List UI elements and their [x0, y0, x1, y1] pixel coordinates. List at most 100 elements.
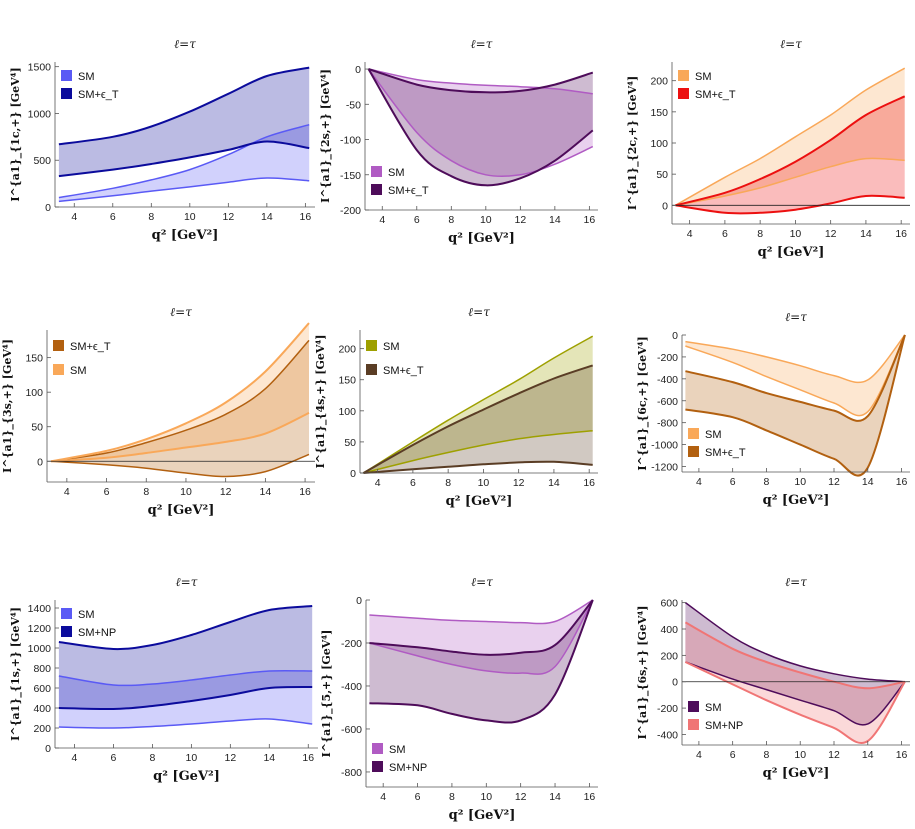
- chart-title: ℓ=τ: [176, 575, 198, 589]
- x-tick-label: 14: [261, 211, 273, 223]
- curve-upper: [684, 621, 906, 690]
- y-tick-label: 0: [356, 595, 362, 607]
- x-tick-label: 8: [448, 214, 454, 226]
- legend-label: SM+ϵ_T: [388, 185, 429, 197]
- x-tick-label: 8: [143, 486, 149, 498]
- y-tick-label: -200: [341, 638, 362, 650]
- band-sm-t: [368, 69, 593, 186]
- y-tick-label: -800: [657, 418, 678, 430]
- x-axis-label: q² [GeV²]: [758, 245, 825, 260]
- x-tick-label: 16: [299, 486, 311, 498]
- x-tick-label: 4: [380, 791, 386, 803]
- y-tick-label: -400: [341, 681, 362, 693]
- x-tick-label: 12: [220, 486, 232, 498]
- chart-panel-9: ℓ=τ 4 6 8 10 12 14 16 600 400 200 0 -200 -400 q² [GeV²…: [636, 575, 910, 781]
- curve-lower: [363, 429, 593, 474]
- curve-upper: [368, 68, 593, 95]
- y-tick-label: -600: [657, 396, 678, 408]
- x-tick-label: 10: [480, 214, 492, 226]
- chart-title: ℓ=τ: [471, 37, 493, 51]
- legend-label: SM+NP: [389, 762, 427, 774]
- curve-lower: [685, 334, 906, 417]
- legend-swatch: [688, 701, 699, 712]
- chart-title: ℓ=τ: [785, 310, 807, 324]
- legend-label: SM: [78, 609, 95, 621]
- legend-swatch: [366, 364, 377, 375]
- chart-title: ℓ=τ: [170, 305, 192, 319]
- curve-upper: [675, 67, 906, 206]
- x-tick-label: 16: [584, 791, 596, 803]
- legend-label: SM+ϵ_T: [78, 89, 119, 101]
- x-tick-label: 12: [224, 752, 236, 764]
- x-tick-label: 6: [410, 477, 416, 489]
- legend-swatch: [678, 70, 689, 81]
- legend-label: SM+ϵ_T: [705, 447, 746, 459]
- y-axis-label: I^{a1}_{6s,+} [GeV⁴]: [636, 606, 650, 740]
- y-tick-label: -600: [341, 724, 362, 736]
- x-tick-label: 14: [260, 486, 272, 498]
- band-sm: [363, 336, 593, 473]
- legend-swatch: [61, 626, 72, 637]
- x-axis-label: q² [GeV²]: [152, 228, 219, 243]
- y-tick-label: 150: [338, 375, 356, 387]
- y-tick-label: 200: [660, 650, 678, 662]
- band-sm: [369, 600, 593, 675]
- legend-label: SM: [695, 71, 712, 83]
- x-tick-label: 4: [696, 749, 702, 761]
- curve-upper: [58, 605, 313, 651]
- y-tick-label: -1200: [651, 462, 678, 474]
- chart-title: ℓ=τ: [780, 37, 802, 51]
- x-tick-label: 10: [186, 752, 198, 764]
- y-tick-label: 50: [656, 169, 668, 181]
- x-tick-label: 12: [515, 791, 527, 803]
- legend-swatch: [61, 70, 72, 81]
- y-tick-label: 0: [662, 200, 668, 212]
- y-axis-label: I^{a1}_{1c,+} [GeV⁴]: [9, 67, 23, 201]
- chart-panel-5: ℓ=τ 4 6 8 10 12 14 16 0 50 100 150 200 q² [GeV²] I^{a1…: [314, 305, 598, 509]
- curve-upper: [363, 364, 594, 474]
- y-tick-label: -100: [340, 135, 361, 147]
- legend-label: SM+ϵ_T: [70, 341, 111, 353]
- y-tick-label: 0: [45, 743, 51, 755]
- x-axis-label: q² [GeV²]: [763, 766, 830, 781]
- band-sm: [58, 670, 313, 729]
- x-tick-label: 10: [184, 211, 196, 223]
- x-tick-label: 10: [794, 476, 806, 488]
- legend-label: SM: [388, 167, 405, 179]
- x-tick-label: 4: [379, 214, 385, 226]
- y-tick-label: 50: [344, 437, 356, 449]
- curve-upper: [58, 669, 313, 687]
- curve-upper: [58, 66, 310, 146]
- y-tick-label: -200: [657, 352, 678, 364]
- band-sm-t: [51, 340, 309, 477]
- chart-panel-7: ℓ=τ 4 6 8 10 12 14 16 0 200 400 600 800 1000 1200 1400 q…: [9, 575, 318, 784]
- chart-title: ℓ=τ: [468, 305, 490, 319]
- x-tick-label: 14: [263, 752, 275, 764]
- x-tick-label: 6: [415, 791, 421, 803]
- x-tick-label: 4: [687, 228, 693, 240]
- legend-label: SM: [389, 744, 406, 756]
- x-tick-label: 4: [64, 486, 70, 498]
- y-tick-label: 500: [33, 155, 51, 167]
- y-tick-label: 1500: [28, 62, 52, 74]
- legend-swatch: [372, 761, 383, 772]
- y-tick-label: 0: [350, 468, 356, 480]
- legend-label: SM: [78, 71, 95, 83]
- y-tick-label: 100: [650, 138, 668, 150]
- legend-label: SM+NP: [78, 627, 116, 639]
- y-tick-label: 1400: [28, 603, 52, 615]
- curve-upper: [369, 599, 594, 625]
- chart-panel-1: ℓ=τ 4 6 8 10 12 14 16 0 500 1000 1500 q² [GeV²] I^{a1…: [9, 37, 315, 243]
- y-tick-label: -200: [657, 703, 678, 715]
- x-tick-label: 12: [514, 214, 526, 226]
- y-tick-label: 0: [37, 456, 43, 468]
- y-tick-label: -1000: [651, 440, 678, 452]
- x-tick-label: 16: [300, 211, 312, 223]
- y-tick-label: 600: [33, 683, 51, 695]
- y-axis-label: I^{a1}_{1s,+} [GeV⁴]: [9, 607, 23, 741]
- x-tick-label: 4: [72, 752, 78, 764]
- y-axis-label: I^{a1}_{5,+} [GeV⁴]: [320, 630, 334, 758]
- x-tick-label: 14: [549, 791, 561, 803]
- band-sm-t: [675, 96, 905, 214]
- legend-swatch: [61, 88, 72, 99]
